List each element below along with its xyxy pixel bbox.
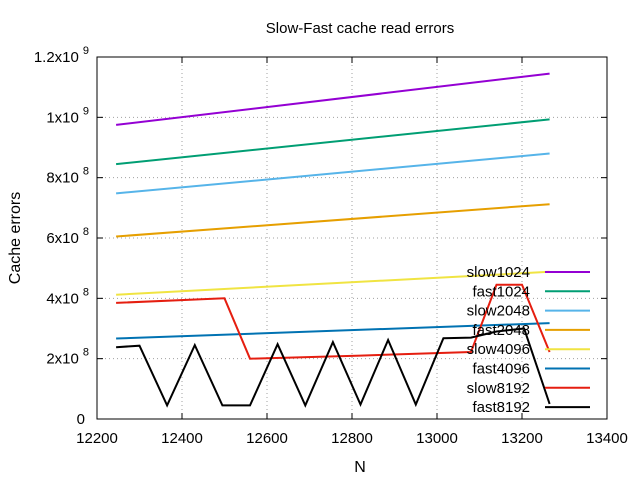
legend-label-fast8192: fast8192 bbox=[472, 399, 530, 416]
y-tick-label: 8x10 8 bbox=[46, 166, 89, 187]
legend-label-slow1024: slow1024 bbox=[467, 264, 530, 281]
x-tick-label: 13200 bbox=[501, 430, 543, 447]
legend-label-slow2048: slow2048 bbox=[467, 303, 530, 320]
x-tick-label: 12200 bbox=[76, 430, 118, 447]
x-axis-label: N bbox=[354, 459, 366, 476]
y-tick-label: 1x10 9 bbox=[46, 105, 89, 126]
x-tick-label: 12600 bbox=[246, 430, 288, 447]
y-axis-label: Cache errors bbox=[7, 192, 24, 284]
axis-ticks: 12200 12400 12600 12800 13000 13200 13400 0 2x10… bbox=[34, 45, 628, 447]
legend-label-fast1024: fast1024 bbox=[472, 283, 530, 300]
y-tick-label: 1.2x10 9 bbox=[34, 45, 89, 66]
series-line-fast4096 bbox=[116, 322, 550, 340]
legend-label-slow4096: slow4096 bbox=[467, 341, 530, 358]
series-line-slow2048 bbox=[116, 152, 550, 195]
series-line-slow8192 bbox=[116, 283, 551, 360]
chart-title: Slow-Fast cache read errors bbox=[266, 20, 454, 37]
series-line-slow4096 bbox=[116, 270, 550, 296]
y-tick-label: 4x10 8 bbox=[46, 286, 89, 307]
x-tick-label: 13000 bbox=[416, 430, 458, 447]
series-line-fast8192 bbox=[116, 327, 551, 408]
y-tick-label: 2x10 8 bbox=[46, 347, 89, 368]
grid bbox=[97, 57, 607, 419]
y-tick-label: 6x10 8 bbox=[46, 226, 89, 247]
series-lines bbox=[115, 72, 551, 408]
series-line-fast2048 bbox=[116, 203, 550, 238]
legend-label-fast2048: fast2048 bbox=[472, 322, 530, 339]
x-tick-label: 12400 bbox=[161, 430, 203, 447]
legend: slow1024 fast1024 slow2048 fast2048 slow4096… bbox=[467, 264, 590, 416]
series-line-slow1024 bbox=[115, 72, 550, 126]
legend-label-slow8192: slow8192 bbox=[467, 380, 530, 397]
x-tick-label: 13400 bbox=[586, 430, 628, 447]
series-line-fast1024 bbox=[115, 118, 550, 166]
y-tick-label: 0 bbox=[77, 411, 85, 428]
x-tick-label: 12800 bbox=[331, 430, 373, 447]
legend-label-fast4096: fast4096 bbox=[472, 361, 530, 378]
